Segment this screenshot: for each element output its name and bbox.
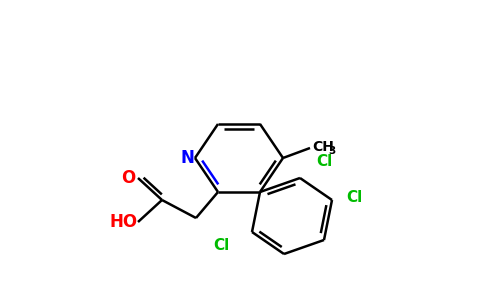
Text: O: O (121, 169, 135, 187)
Text: Cl: Cl (346, 190, 362, 206)
Text: N: N (180, 149, 194, 167)
Text: 3: 3 (328, 146, 335, 156)
Text: CH: CH (312, 140, 334, 154)
Text: Cl: Cl (214, 238, 230, 253)
Text: HO: HO (110, 213, 138, 231)
Text: Cl: Cl (316, 154, 332, 169)
